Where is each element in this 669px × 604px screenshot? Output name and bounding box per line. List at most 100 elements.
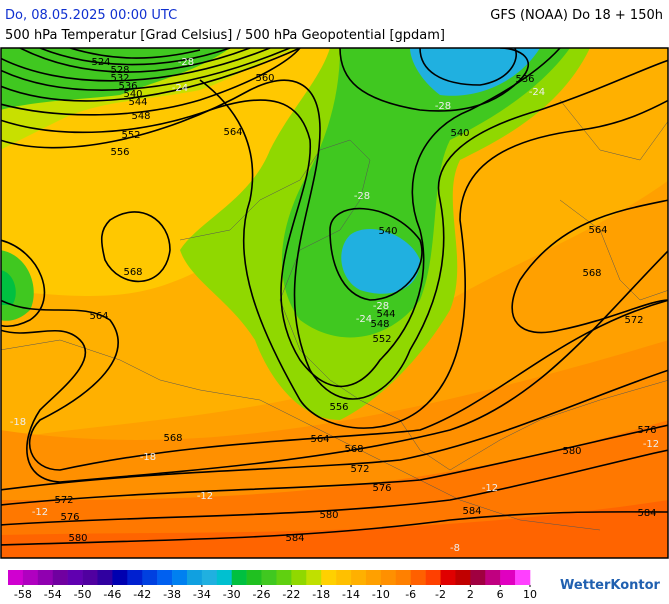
scale-tick-label: -54 <box>44 588 62 600</box>
contour-label: 560 <box>255 73 274 84</box>
scale-cell <box>515 570 531 585</box>
contour-label: 552 <box>372 334 391 345</box>
contour-label: 532 <box>110 73 129 84</box>
temperature-label: -18 <box>10 417 26 428</box>
scale-cell <box>306 570 322 585</box>
contour-label: 524 <box>91 57 110 68</box>
scale-cell <box>351 570 367 585</box>
scale-tick-label: -58 <box>14 588 32 600</box>
temperature-label: -24 <box>356 314 372 325</box>
logo: WetterKontor <box>560 578 661 593</box>
scale-cell <box>67 570 83 585</box>
scale-tick-label: -22 <box>282 588 300 600</box>
temperature-label: -12 <box>32 507 48 518</box>
scale-cell <box>455 570 471 585</box>
scale-cell <box>410 570 426 585</box>
scale-cell <box>425 570 441 585</box>
scale-cell <box>186 570 203 585</box>
contour-label: 568 <box>344 444 363 455</box>
temperature-label: -12 <box>482 483 498 494</box>
scale-cell <box>112 570 128 585</box>
temp-area <box>410 48 540 96</box>
contour-label: 568 <box>123 267 142 278</box>
map-frame <box>0 47 669 559</box>
contour-label: 556 <box>329 402 348 413</box>
contour-label: 528 <box>110 65 129 76</box>
scale-cell <box>37 570 54 585</box>
temperature-label: -12 <box>197 491 213 502</box>
isohypses <box>1 48 668 546</box>
date-header: Do, 08.05.2025 00:00 UTC <box>5 8 177 23</box>
temperature-label: -8 <box>450 543 460 554</box>
contour-label: 568 <box>582 268 601 279</box>
contour-label: 540 <box>378 226 397 237</box>
contour-label: 536 <box>118 81 137 92</box>
scale-cell <box>365 570 382 585</box>
temperature-label: -28 <box>178 57 194 68</box>
scale-tick-label: -50 <box>74 588 92 600</box>
map-labels: 5245285325365405445485525565605645685645… <box>10 57 659 554</box>
scale-cell <box>231 570 247 585</box>
scale-tick-label: -18 <box>312 588 330 600</box>
scale-tick-label: -46 <box>103 588 121 600</box>
contour-label: 564 <box>588 225 607 236</box>
scale-tick-label: 2 <box>467 588 474 600</box>
scale-cell <box>276 570 292 585</box>
contour-label: 564 <box>310 434 329 445</box>
contour-label: 536 <box>515 74 534 85</box>
scale-cell <box>261 570 277 585</box>
contour-label: 564 <box>89 311 108 322</box>
contour-label: 544 <box>128 97 147 108</box>
scale-cell <box>470 570 486 585</box>
scale-cell <box>22 570 39 585</box>
scale-cell <box>172 570 188 585</box>
temperature-label: -18 <box>140 452 156 463</box>
contour-label: 548 <box>370 319 389 330</box>
contour-label: 572 <box>350 464 369 475</box>
map: 5245285325365405445485525565605645685645… <box>1 48 668 558</box>
scale-tick-label: -38 <box>163 588 181 600</box>
scale-tick-label: -42 <box>133 588 151 600</box>
scale-cell <box>157 570 173 585</box>
temp-area <box>341 229 420 294</box>
contour-label: 584 <box>637 508 656 519</box>
contour-label: 556 <box>110 147 129 158</box>
contour-label: 580 <box>68 533 87 544</box>
contour-label: 540 <box>123 89 142 100</box>
coastline <box>559 99 668 301</box>
contour-label: 540 <box>450 128 469 139</box>
temperature-label: -28 <box>373 301 389 312</box>
scale-tick-label: -2 <box>435 588 446 600</box>
scale-cell <box>246 570 262 585</box>
scale-cell <box>216 570 233 585</box>
contour-label: 552 <box>121 130 140 141</box>
scale-cell <box>97 570 113 585</box>
scale-cell <box>52 570 68 585</box>
contour-label: 580 <box>319 510 338 521</box>
scale-cell <box>291 570 307 585</box>
temp-area <box>1 270 16 305</box>
scale-cell <box>336 570 352 585</box>
temperature-label: -28 <box>435 101 451 112</box>
scale-cell <box>82 570 98 585</box>
coastline <box>1 339 601 531</box>
scale-cell <box>440 570 456 585</box>
scale-cell <box>380 570 397 585</box>
scale-tick-label: 6 <box>497 588 504 600</box>
scale-cell <box>201 570 218 585</box>
scale-cell <box>8 570 24 585</box>
contour-label: 572 <box>54 495 73 506</box>
subtitle: 500 hPa Temperatur [Grad Celsius] / 500 … <box>5 28 445 43</box>
scale-tick-label: -10 <box>372 588 390 600</box>
scale-cell <box>321 570 337 585</box>
scale-tick-label: -14 <box>342 588 360 600</box>
contour-label: 584 <box>285 533 304 544</box>
temperature-label: -28 <box>354 191 370 202</box>
contour-label: 548 <box>131 111 150 122</box>
scale-cell <box>127 570 143 585</box>
scale-cell <box>485 570 501 585</box>
contour-label: 584 <box>462 506 481 517</box>
contour-label: 576 <box>637 425 656 436</box>
contour-label: 544 <box>376 309 395 320</box>
contour-label: 572 <box>624 315 643 326</box>
